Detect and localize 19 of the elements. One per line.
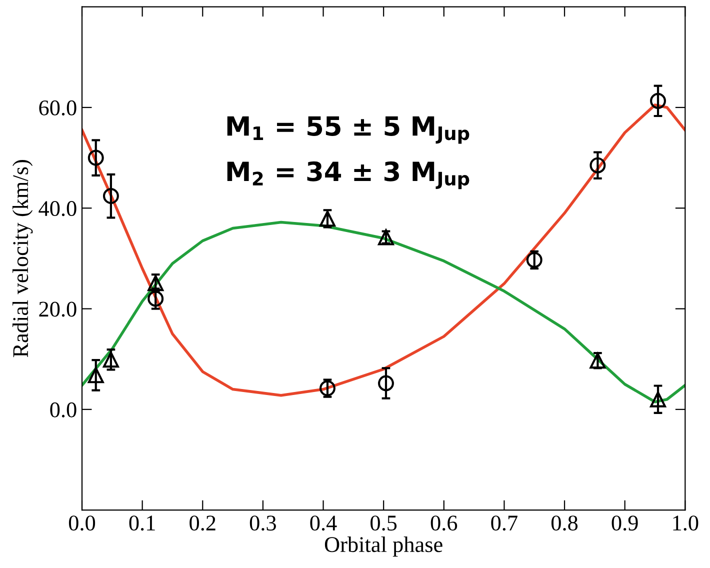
x-tick-label: 0.5 [370,516,397,531]
annotation: M$_{1}$ = 55 ± 5 M$_{Jup}$ [227,116,470,144]
y-tick-label: 60.0 [39,100,76,116]
x-tick-label: 0.7 [491,516,518,531]
x-axis-title: Orbital phase [324,536,442,557]
y-tick-label: 20.0 [39,302,76,317]
x-tick-label: 0.2 [190,516,216,531]
x-tick-label: 1.0 [673,516,698,531]
x-tick-label: 0.4 [310,516,337,531]
x-tick-label: 0.0 [68,516,96,531]
x-tick-label: 0.9 [612,516,638,531]
annotation: M$_{2}$ = 34 ± 3 M$_{Jup}$ [227,161,470,190]
x-tick-label: 0.1 [129,516,155,531]
y-tick-label: 40.0 [38,201,76,216]
x-tick-label: 0.3 [250,516,276,531]
x-tick-label: 0.8 [551,516,578,531]
y-tick-label: 0.0 [50,402,76,418]
y-axis-title: Radial velocity (km/s) [12,160,33,358]
x-tick-label: 0.6 [430,516,458,531]
